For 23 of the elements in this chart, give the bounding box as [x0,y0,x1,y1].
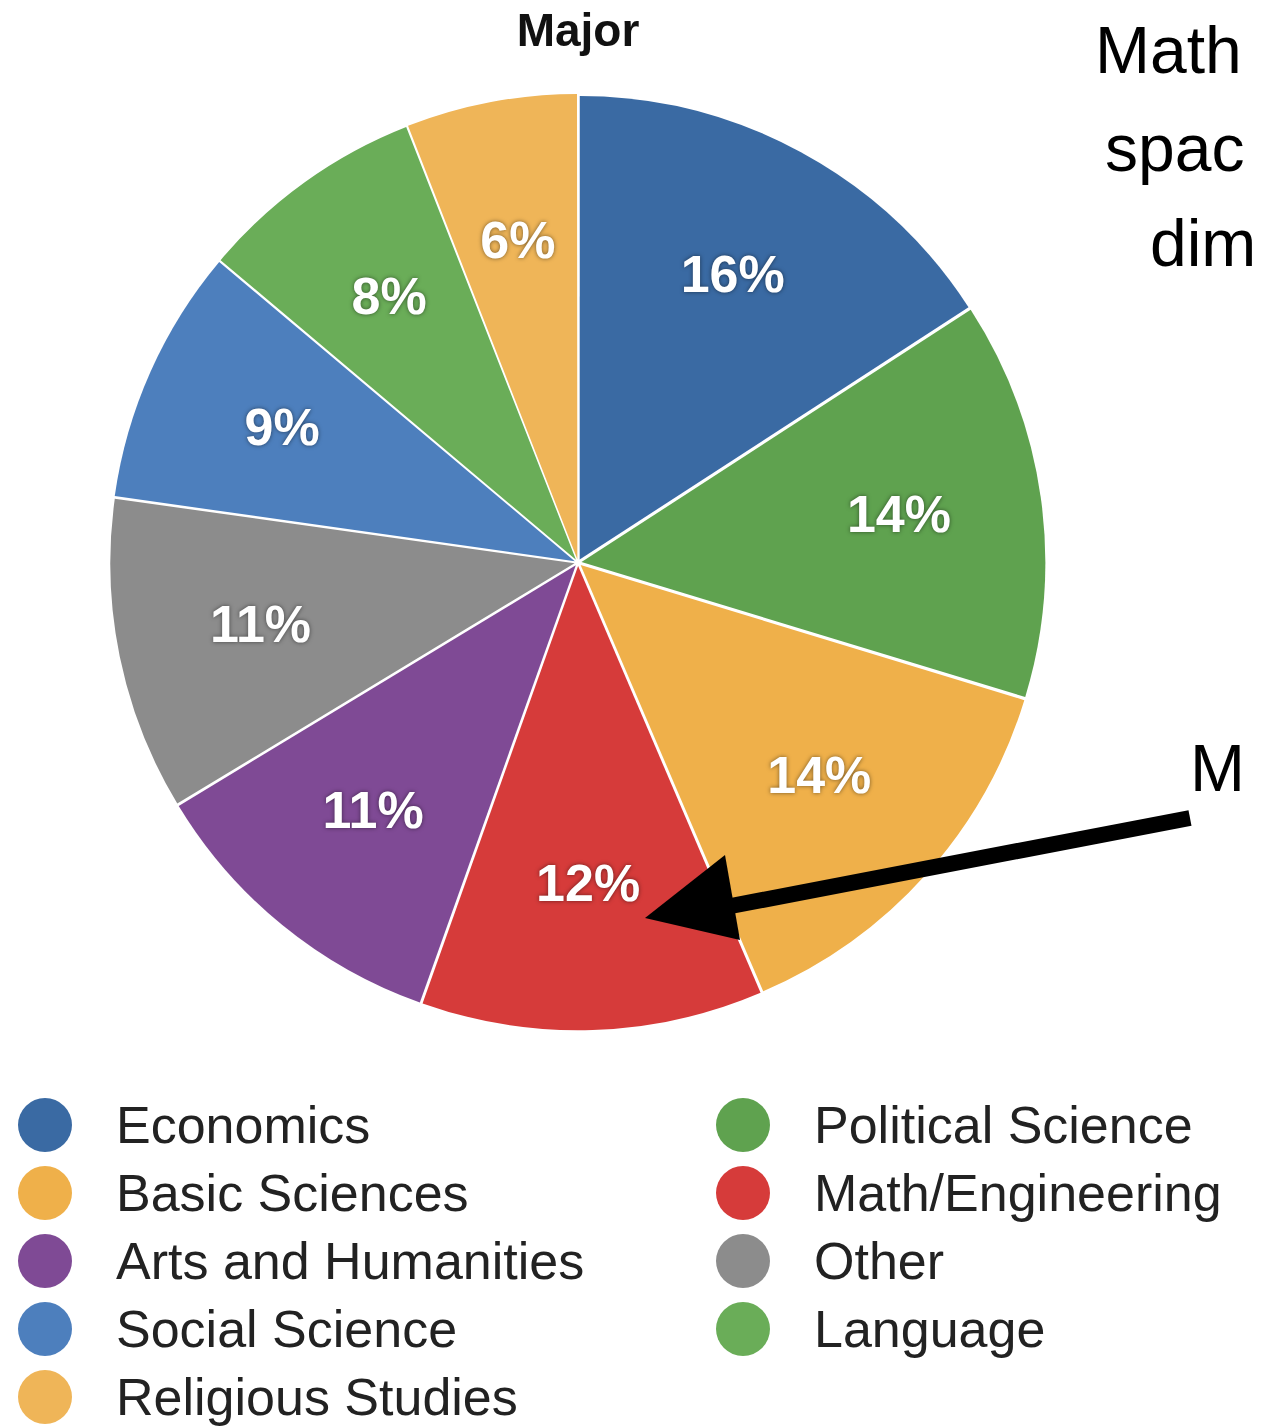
data-label: 11% [322,781,424,840]
text: M [1190,730,1245,806]
text: dim [1150,205,1257,281]
text: Math [1095,12,1242,88]
data-label: 14% [846,484,951,543]
data-label: 8% [351,266,427,325]
legend-label: Basic Sciences [116,1163,469,1223]
data-label: 11% [209,595,312,654]
legend-label: Economics [116,1095,371,1155]
legend-label: Arts and Humanities [116,1231,585,1291]
text: spac [1105,110,1245,186]
legend-label: Religious Studies [116,1367,518,1426]
legend-label: Social Science [116,1299,458,1359]
legend-label: Math/Engineering [814,1163,1222,1223]
chart-title: Major [516,4,640,57]
legend-label: Political Science [814,1095,1193,1155]
data-label: 9% [244,397,320,456]
legend-label: Language [814,1299,1046,1359]
data-label: 12% [536,853,641,912]
legend-label: Other [814,1231,945,1291]
data-label: 16% [680,245,785,304]
data-label: 6% [480,211,556,270]
data-label: 14% [767,746,872,805]
